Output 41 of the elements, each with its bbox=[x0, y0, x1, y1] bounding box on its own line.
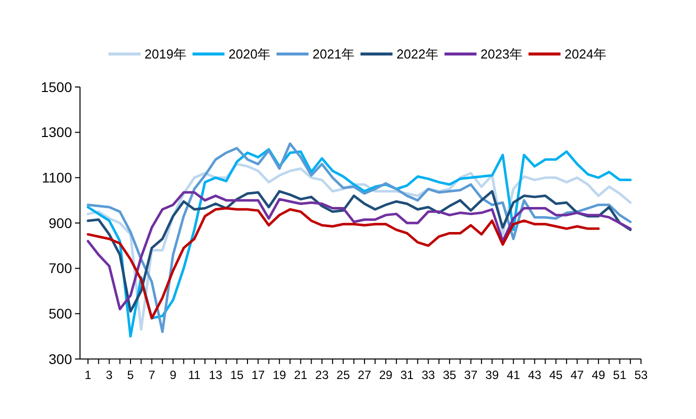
x-tick-label: 9 bbox=[170, 368, 177, 382]
y-tick-label: 900 bbox=[48, 214, 72, 231]
x-tick-label: 27 bbox=[358, 368, 372, 382]
legend-label: 2019年 bbox=[144, 46, 186, 62]
x-tick-label: 21 bbox=[294, 368, 308, 382]
legend-label: 2023年 bbox=[480, 46, 522, 62]
y-tick-label: 700 bbox=[48, 260, 72, 276]
x-tick-label: 29 bbox=[379, 368, 393, 382]
x-tick-label: 33 bbox=[422, 368, 436, 382]
x-tick-label: 39 bbox=[485, 368, 500, 382]
x-tick-label: 37 bbox=[464, 368, 478, 382]
x-tick-label: 1 bbox=[84, 368, 92, 382]
y-tick-label: 1300 bbox=[40, 124, 72, 140]
x-tick-label: 53 bbox=[634, 368, 648, 382]
x-tick-label: 15 bbox=[230, 368, 244, 382]
x-tick-label: 13 bbox=[208, 368, 223, 382]
x-tick-label: 35 bbox=[442, 368, 457, 382]
x-tick-label: 41 bbox=[506, 368, 520, 382]
x-tick-label: 11 bbox=[188, 368, 201, 382]
x-tick-label: 25 bbox=[336, 368, 350, 382]
y-tick-label: 300 bbox=[48, 350, 72, 367]
y-tick-label: 1100 bbox=[42, 170, 72, 186]
legend-label: 2020年 bbox=[228, 46, 270, 62]
x-tick-label: 23 bbox=[315, 368, 329, 382]
line-series bbox=[86, 207, 600, 320]
y-tick-label: 500 bbox=[48, 306, 72, 322]
x-tick-label: 51 bbox=[613, 368, 627, 382]
x-tick-label: 3 bbox=[106, 368, 113, 382]
x-tick-label: 17 bbox=[251, 368, 266, 382]
legend-label: 2022年 bbox=[396, 46, 438, 62]
x-tick-label: 43 bbox=[528, 368, 542, 382]
legend-label: 2024年 bbox=[564, 46, 606, 62]
x-tick-label: 45 bbox=[549, 368, 563, 382]
x-tick-label: 7 bbox=[148, 368, 156, 382]
x-tick-label: 47 bbox=[570, 368, 584, 382]
x-tick-label: 5 bbox=[127, 368, 134, 382]
legend-label: 2021年 bbox=[312, 46, 354, 62]
x-tick-label: 19 bbox=[272, 368, 286, 382]
x-tick-label: 31 bbox=[400, 368, 414, 382]
y-tick-label: 1500 bbox=[40, 78, 72, 95]
x-tick-label: 49 bbox=[592, 368, 606, 382]
